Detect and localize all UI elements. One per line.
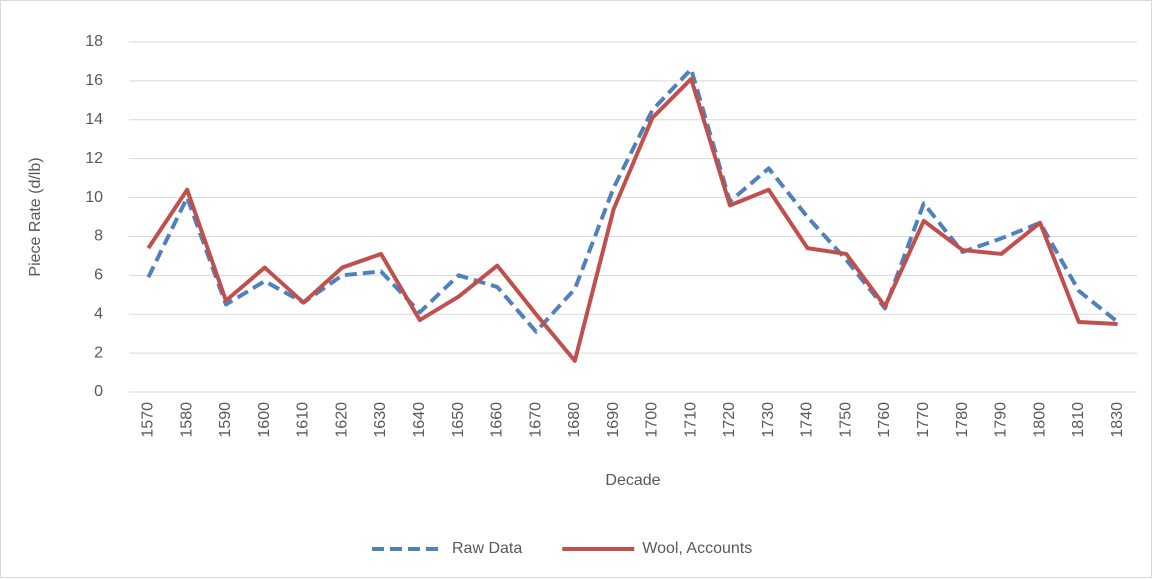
x-tick-label: 1740	[799, 402, 816, 438]
x-tick-label: 1710	[682, 402, 699, 438]
x-tick-label: 1610	[295, 402, 312, 438]
x-tick-label: 1570	[140, 402, 157, 438]
x-tick-label: 1580	[178, 402, 195, 438]
y-tick-label: 12	[85, 150, 103, 167]
series-line	[146, 76, 1118, 363]
x-tick-label: 1730	[760, 402, 777, 438]
x-tick-label: 1770	[915, 402, 932, 438]
x-tick-label: 1810	[1070, 402, 1087, 438]
legend-label: Raw Data	[452, 540, 522, 557]
x-tick-label: 1700	[644, 402, 661, 438]
y-tick-label: 10	[85, 189, 103, 206]
x-tick-label: 1590	[217, 402, 234, 438]
x-tick-label: 1640	[411, 402, 428, 438]
x-tick-label: 1680	[566, 402, 583, 438]
x-axis-label: Decade	[605, 472, 660, 489]
x-tick-label: 1690	[605, 402, 622, 438]
x-tick-label: 1760	[876, 402, 893, 438]
x-tick-label: 1720	[721, 402, 738, 438]
y-tick-label: 6	[94, 267, 103, 284]
x-tick-label: 1660	[489, 402, 506, 438]
y-tick-label: 4	[94, 305, 103, 322]
x-tick-label: 1790	[993, 402, 1010, 438]
x-tick-label: 1600	[256, 402, 273, 438]
legend: Raw Data Wool, Accounts	[372, 540, 752, 557]
x-tick-label: 1620	[333, 402, 350, 438]
x-tick-label: 1650	[450, 402, 467, 438]
y-tick-label: 0	[94, 383, 103, 400]
y-tick-label: 14	[85, 111, 103, 128]
legend-label: Wool, Accounts	[642, 540, 752, 557]
y-tick-label: 8	[94, 228, 103, 245]
y-tick-label: 2	[94, 344, 103, 361]
y-axis-label: Piece Rate (d/lb)	[27, 157, 44, 276]
x-tick-label: 1630	[372, 402, 389, 438]
x-tick-label: 1780	[954, 402, 971, 438]
x-tick-label: 1670	[527, 402, 544, 438]
x-tick-label: 1830	[1109, 402, 1126, 438]
x-tick-label: 1750	[837, 402, 854, 438]
x-tick-label: 1800	[1031, 402, 1048, 438]
y-tick-label: 16	[85, 72, 103, 89]
y-tick-label: 18	[85, 33, 103, 50]
